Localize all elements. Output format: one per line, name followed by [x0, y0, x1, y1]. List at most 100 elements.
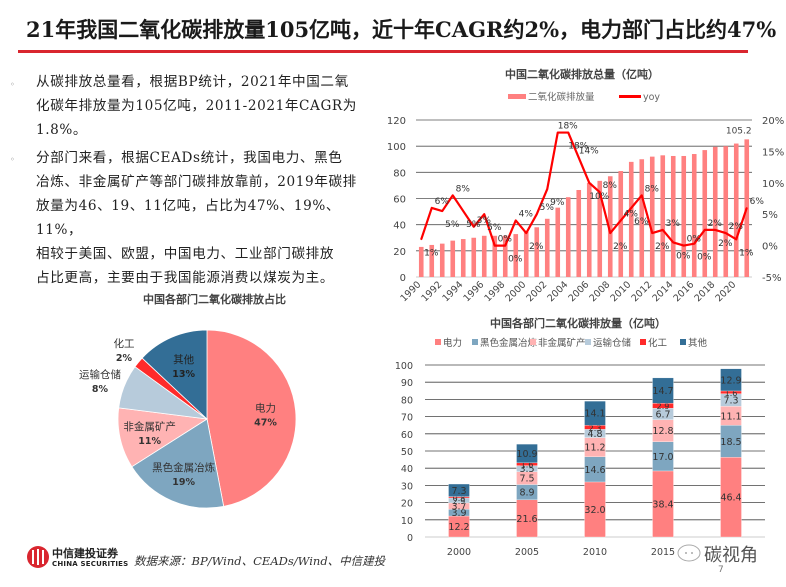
bar-emissions [712, 146, 718, 277]
paragraph-line: 冶炼、非金属矿产等部门碳排放靠前，2019年碳排 [36, 174, 357, 190]
x-tick-label: 2005 [515, 547, 539, 558]
bar-emissions [723, 146, 729, 277]
pie-percent-label: 11% [138, 436, 161, 447]
segment-data-label: 12.8 [652, 426, 673, 437]
x-tick-label: 2002 [524, 279, 549, 304]
paragraph-line: 从碳排放总量看，根据BP统计，2021年中国二氧 [36, 74, 349, 90]
x-tick-label: 2000 [447, 547, 471, 558]
y-tick-label: 80 [393, 168, 406, 179]
bar-emissions [544, 218, 550, 277]
bar-emissions [555, 207, 561, 277]
yoy-point [483, 213, 486, 215]
segment-data-label: 14.1 [584, 409, 605, 420]
segment-data-label: 1.6 [725, 389, 738, 398]
x-tick-label: 1994 [440, 279, 465, 304]
yoy-point [420, 238, 423, 241]
yoy-data-label: 8% [603, 181, 618, 191]
x-tick-label: 2000 [503, 279, 528, 304]
x-tick-label: 2010 [608, 279, 633, 304]
bar-emissions [460, 239, 466, 277]
x-tick-label: 2006 [566, 279, 591, 304]
segment-data-label: 7.5 [519, 474, 534, 485]
pie-slice [206, 329, 297, 507]
bar-emissions [607, 176, 613, 277]
yoy-point [682, 244, 685, 247]
legend-swatch [640, 339, 646, 345]
y-tick-label: 60 [401, 430, 413, 441]
segment-data-label: 46.4 [720, 493, 741, 504]
yoy-point [430, 207, 433, 209]
pie-label: 化工 [114, 337, 135, 350]
segment-data-label: 14.7 [652, 386, 673, 397]
yoy-data-label: 8% [456, 184, 471, 194]
yoy-data-label: 0% [687, 235, 702, 245]
bullet-icon: ◦ [10, 80, 15, 89]
y2-tick-label: 20% [762, 116, 784, 127]
segment-data-label: 21.6 [516, 514, 537, 525]
legend-swatch-emissions [508, 94, 526, 99]
bar-emissions [481, 235, 487, 277]
segment-data-label: 4.8 [587, 429, 602, 440]
x-tick-label: 1992 [419, 279, 444, 304]
y-tick-label: 100 [395, 361, 413, 372]
yoy-point [588, 182, 591, 184]
paragraph-line: 相较于美国、欧盟，中国电力、工业部门碳排放 [36, 246, 335, 262]
pie-percent-label: 8% [92, 384, 109, 395]
bar-emissions [492, 235, 498, 277]
yoy-point [724, 232, 727, 234]
yoy-data-label: 2% [708, 219, 723, 229]
y-tick-label: 50 [401, 447, 413, 458]
bar-emissions [597, 180, 603, 277]
paragraph-sector-emissions: 分部门来看，根据CEADs统计，我国电力、黑色 冶炼、非金属矿产等部门碳排放靠前… [36, 146, 386, 290]
bar-emissions [586, 182, 592, 277]
yoy-data-label: 2% [718, 239, 733, 249]
segment-data-label: 17.0 [652, 452, 673, 463]
segment-data-label: 3.9 [451, 508, 466, 519]
bar-emissions [502, 235, 508, 277]
yoy-point [451, 194, 454, 197]
legend-swatch [435, 339, 441, 345]
yoy-point [598, 191, 601, 194]
page-title: 21年我国二氧化碳排放量105亿吨，近十年CAGR约2%，电力部门占比约47% [26, 17, 777, 42]
segment-data-label: 2.3 [589, 424, 602, 433]
yoy-data-label: 1% [424, 248, 439, 258]
yoy-data-label: 0% [697, 253, 712, 263]
pie-label: 黑色金属冶炼 [152, 461, 215, 474]
yoy-data-label: 2% [613, 242, 628, 252]
x-tick-label: 2018 [692, 279, 717, 304]
legend-label: 其他 [688, 337, 708, 349]
legend-label-emissions: 二氧化碳排放量 [528, 91, 595, 103]
pie-slice [141, 329, 208, 420]
y-tick-label: 40 [401, 464, 413, 475]
yoy-point [735, 238, 738, 241]
yoy-point [672, 241, 675, 244]
y-tick-label: 20 [401, 499, 413, 510]
y-tick-label: 0 [400, 273, 406, 284]
yoy-data-label: 0% [508, 255, 523, 265]
bar-emissions [534, 227, 540, 277]
yoy-point [745, 207, 748, 209]
segment-data-label: 0.8 [453, 494, 466, 503]
yoy-point [693, 242, 696, 245]
yoy-point [504, 244, 507, 247]
yoy-point [462, 210, 465, 212]
segment-data-label: 2.9 [657, 402, 670, 411]
x-tick-label: 2012 [629, 279, 654, 304]
yoy-data-label: 6% [634, 217, 649, 227]
segment-data-label: 7.3 [451, 486, 466, 497]
stacked-segment [720, 368, 742, 392]
bar-emissions [649, 156, 655, 277]
page-number: 7 [718, 565, 724, 575]
bar-emissions [618, 171, 624, 277]
y-tick-label: 90 [401, 378, 413, 389]
bar-emissions [450, 240, 456, 277]
y-tick-label: 30 [401, 481, 413, 492]
pie-percent-label: 19% [172, 477, 195, 488]
pie-label: 运输仓储 [79, 368, 121, 381]
wechat-watermark-icon [677, 544, 701, 562]
chart-title-pie: 中国各部门二氧化碳排放占比 [143, 293, 286, 306]
bar-emissions [670, 155, 676, 277]
yoy-data-label: 2% [655, 242, 670, 252]
pie-label: 非金属矿产 [123, 420, 176, 433]
bar-emissions [513, 234, 519, 277]
